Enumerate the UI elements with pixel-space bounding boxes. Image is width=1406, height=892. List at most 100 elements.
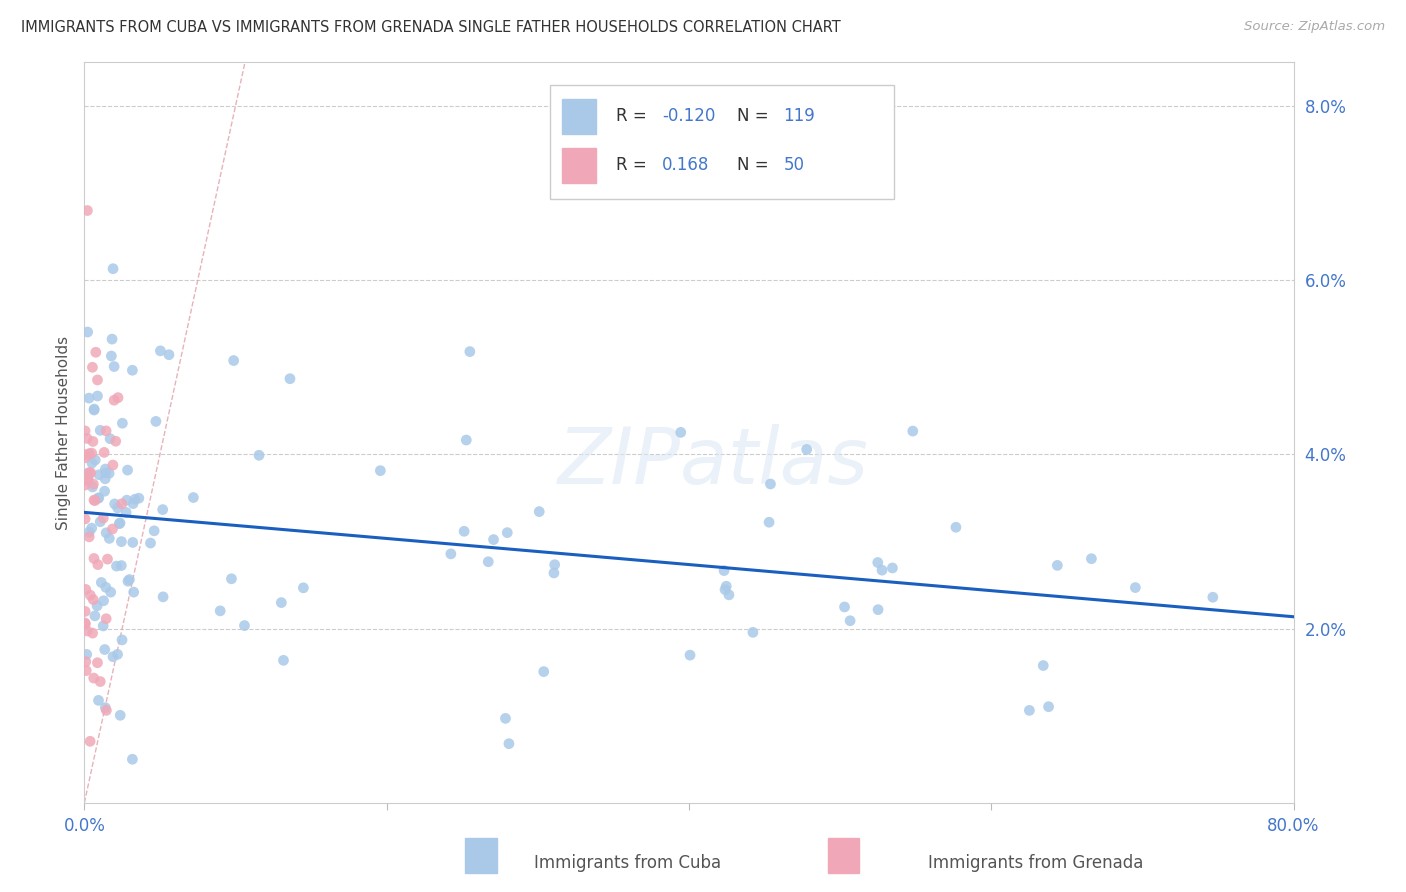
Point bbox=[482, 533, 505, 547]
Point bbox=[221, 572, 243, 586]
FancyBboxPatch shape bbox=[550, 85, 894, 200]
Point bbox=[94, 642, 117, 657]
Point bbox=[717, 588, 740, 602]
Point bbox=[82, 480, 104, 494]
Point bbox=[80, 456, 103, 470]
Point bbox=[110, 708, 132, 723]
Point bbox=[544, 558, 567, 572]
Point bbox=[84, 493, 107, 508]
Point bbox=[77, 471, 100, 485]
Point bbox=[714, 582, 737, 597]
Point bbox=[82, 592, 104, 607]
Point bbox=[124, 492, 146, 507]
Point bbox=[111, 416, 134, 430]
Point bbox=[87, 491, 110, 505]
Point bbox=[128, 491, 150, 506]
Point bbox=[1202, 591, 1225, 605]
Text: Immigrants from Grenada: Immigrants from Grenada bbox=[928, 855, 1143, 872]
Point bbox=[110, 534, 132, 549]
Point bbox=[1123, 581, 1146, 595]
Point bbox=[882, 561, 904, 575]
Point bbox=[77, 525, 100, 540]
Point bbox=[122, 497, 145, 511]
Point bbox=[292, 581, 315, 595]
Point bbox=[77, 391, 100, 405]
Text: Source: ZipAtlas.com: Source: ZipAtlas.com bbox=[1244, 20, 1385, 33]
Point bbox=[86, 373, 108, 387]
Point bbox=[103, 393, 125, 408]
Point bbox=[79, 734, 101, 748]
Point bbox=[86, 599, 108, 613]
Point bbox=[117, 574, 139, 589]
Text: -0.120: -0.120 bbox=[662, 108, 716, 126]
Point bbox=[104, 497, 127, 511]
Point bbox=[83, 671, 105, 685]
Point bbox=[1032, 658, 1054, 673]
Point bbox=[91, 511, 114, 525]
Point bbox=[87, 693, 110, 707]
Point bbox=[1046, 558, 1069, 573]
Point bbox=[273, 653, 295, 667]
Point bbox=[76, 624, 98, 638]
Text: 0.168: 0.168 bbox=[662, 156, 710, 174]
Point bbox=[101, 649, 124, 664]
Point bbox=[121, 363, 143, 377]
Point bbox=[83, 402, 105, 417]
Point bbox=[233, 618, 256, 632]
Point bbox=[83, 493, 105, 508]
Point bbox=[75, 582, 97, 597]
Point bbox=[108, 516, 131, 530]
Point bbox=[75, 512, 97, 526]
Point bbox=[945, 520, 967, 534]
Point bbox=[152, 590, 174, 604]
Point bbox=[209, 604, 232, 618]
Point bbox=[143, 524, 166, 538]
Text: IMMIGRANTS FROM CUBA VS IMMIGRANTS FROM GRENADA SINGLE FATHER HOUSEHOLDS CORRELA: IMMIGRANTS FROM CUBA VS IMMIGRANTS FROM … bbox=[21, 20, 841, 35]
Point bbox=[87, 467, 110, 482]
Point bbox=[839, 614, 862, 628]
Point bbox=[152, 502, 174, 516]
Point bbox=[107, 391, 129, 405]
Point bbox=[222, 353, 245, 368]
Point bbox=[96, 525, 118, 540]
Point bbox=[96, 612, 118, 626]
Point bbox=[543, 566, 565, 580]
Point bbox=[94, 462, 117, 476]
Point bbox=[139, 536, 162, 550]
Point bbox=[75, 664, 97, 678]
Point bbox=[83, 403, 105, 417]
Point bbox=[118, 573, 141, 587]
Point bbox=[742, 625, 765, 640]
Point bbox=[121, 752, 143, 766]
Point bbox=[145, 414, 167, 428]
Point bbox=[868, 602, 890, 616]
Point bbox=[453, 524, 475, 539]
Point bbox=[107, 648, 129, 662]
Text: N =: N = bbox=[737, 156, 775, 174]
Point bbox=[77, 467, 100, 481]
Point bbox=[111, 497, 134, 511]
Point bbox=[94, 700, 117, 714]
Point bbox=[713, 564, 735, 578]
Point bbox=[477, 555, 499, 569]
Point bbox=[89, 674, 111, 689]
Point bbox=[96, 552, 118, 566]
Point bbox=[77, 447, 100, 461]
Point bbox=[83, 551, 105, 566]
Point bbox=[75, 450, 97, 465]
Point bbox=[80, 446, 103, 460]
Point bbox=[121, 535, 143, 549]
Point bbox=[84, 608, 107, 623]
Point bbox=[495, 711, 517, 725]
Point bbox=[93, 594, 115, 608]
Bar bbox=[562, 99, 596, 135]
Point bbox=[104, 434, 127, 449]
Point bbox=[759, 477, 782, 491]
Point bbox=[87, 491, 110, 506]
Point bbox=[533, 665, 555, 679]
Point bbox=[93, 445, 115, 459]
Point bbox=[1080, 551, 1102, 566]
Point bbox=[110, 558, 132, 573]
Point bbox=[149, 343, 172, 358]
Point bbox=[89, 423, 111, 437]
